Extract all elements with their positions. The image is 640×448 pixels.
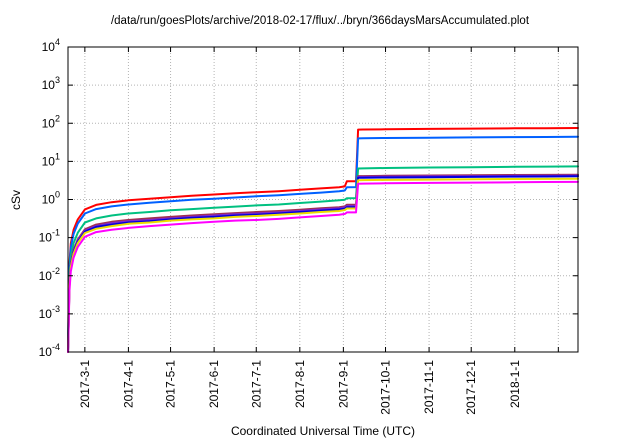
y-tick-label: 10-1	[39, 228, 60, 245]
y-axis-label: cSv	[9, 190, 23, 211]
x-tick-label: 2017-3-1	[78, 360, 92, 408]
y-tick-label: 100	[42, 190, 60, 207]
y-tick-label: 104	[42, 37, 60, 54]
x-tick-label: 2017-12-1	[464, 360, 478, 415]
plot-title: /data/run/goesPlots/archive/2018-02-17/f…	[110, 15, 530, 27]
x-tick-label: 2017-4-1	[121, 360, 135, 408]
x-tick-label: 2018-1-1	[508, 360, 522, 408]
red-curve	[67, 127, 579, 353]
blue-curve	[67, 135, 579, 353]
x-tick-label: 2017-5-1	[164, 360, 178, 408]
y-tick-label: 10-2	[39, 266, 60, 283]
x-tick-label: 2017-8-1	[293, 360, 307, 408]
y-tick-label: 102	[42, 113, 60, 130]
x-tick-label: 2017-7-1	[249, 360, 263, 408]
green-curve	[67, 165, 579, 353]
x-tick-label: 2017-9-1	[336, 360, 350, 408]
y-tick-label: 101	[42, 151, 60, 168]
y-tick-label: 10-3	[39, 304, 60, 321]
x-axis-label: Coordinated Universal Time (UTC)	[230, 424, 416, 438]
x-tick-label: 2017-10-1	[379, 360, 393, 415]
y-tick-label: 10-4	[39, 342, 60, 359]
x-tick-label: 2017-6-1	[207, 360, 221, 408]
x-tick-label: 2017-11-1	[422, 360, 436, 414]
y-tick-label: 103	[42, 75, 60, 92]
magenta-curve	[67, 180, 579, 353]
yellow-curve	[67, 177, 579, 353]
